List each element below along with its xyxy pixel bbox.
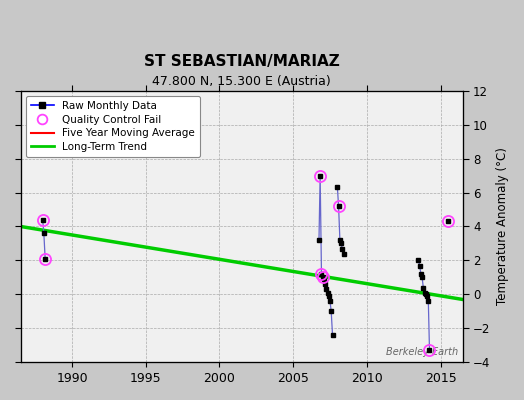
- Y-axis label: Temperature Anomaly (°C): Temperature Anomaly (°C): [496, 148, 509, 305]
- Text: 47.800 N, 15.300 E (Austria): 47.800 N, 15.300 E (Austria): [152, 75, 331, 88]
- Legend: Raw Monthly Data, Quality Control Fail, Five Year Moving Average, Long-Term Tren: Raw Monthly Data, Quality Control Fail, …: [26, 96, 200, 157]
- Text: Berkeley Earth: Berkeley Earth: [386, 347, 458, 357]
- Text: ST SEBASTIAN/MARIAZ: ST SEBASTIAN/MARIAZ: [144, 54, 340, 69]
